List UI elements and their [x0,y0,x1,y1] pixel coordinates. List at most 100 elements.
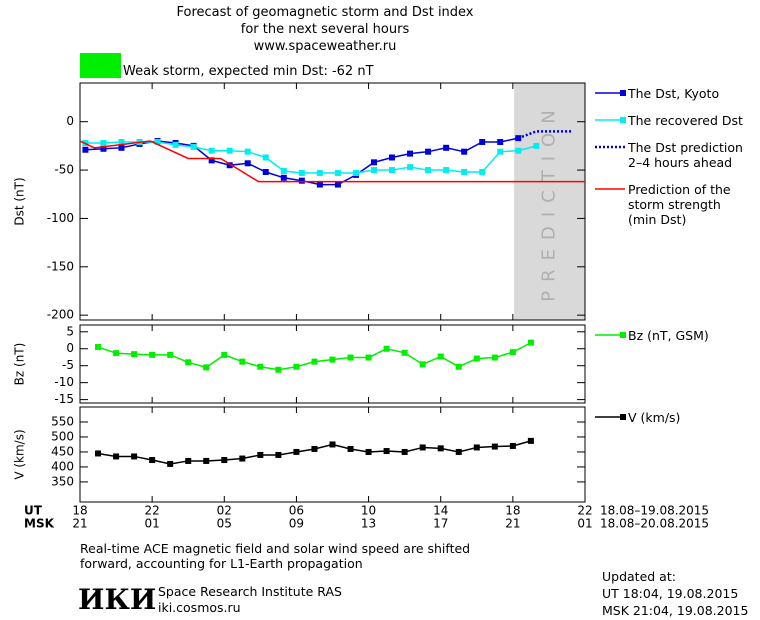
plot-frame [79,324,586,404]
data-point [262,154,269,161]
x-tick-label: 14 [433,504,448,518]
data-point [311,358,318,365]
y-tick-label: 400 [51,459,74,473]
x-tick-label: 02 [217,504,232,518]
y-tick-label: 350 [51,474,74,488]
data-point [527,437,534,444]
data-point [352,169,359,176]
data-point [443,144,450,151]
x-range: 18.08–19.08.2015 [600,504,709,518]
x-tick-label: 13 [361,517,376,531]
data-point [118,144,125,151]
y-tick-label: 0 [66,114,74,128]
data-point [113,453,120,460]
legend-marker [620,90,626,96]
data-point [497,139,504,146]
data-point [149,457,156,464]
logo: ИКИ [78,583,157,616]
data-point [425,167,432,174]
institute: Space Research Institute RAS [158,584,342,599]
data-point [509,442,516,449]
y-tick-label: -150 [47,259,74,273]
data-point [389,154,396,161]
data-point [82,146,89,153]
legend-marker [620,117,626,123]
x-tick-label: 22 [145,504,160,518]
y-tick-label: -200 [47,308,74,322]
x-tick-label: 01 [145,517,160,531]
data-point [473,444,480,451]
legend-label: The recovered Dst [628,113,743,128]
y-tick-label: 500 [51,429,74,443]
data-point [257,451,264,458]
data-point [311,445,318,452]
x-row-label: UT [24,504,43,518]
data-point [479,168,486,175]
site: iki.cosmos.ru [158,600,241,615]
data-point [533,142,540,149]
y-tick-label: 0 [66,341,74,355]
data-point [401,448,408,455]
data-point [221,351,228,358]
data-point [461,168,468,175]
x-tick-label: 17 [433,517,448,531]
data-point [365,448,372,455]
series-line [79,140,585,183]
y-tick-label: -100 [47,211,74,225]
y-tick-label: -5 [62,358,74,372]
plot-frame [79,82,586,321]
data-point [154,139,161,146]
plot-frame [79,406,586,503]
y-axis-label: Dst (nT) [13,177,27,225]
data-point [370,159,377,166]
data-point [208,157,215,164]
data-point [239,455,246,462]
data-point [190,143,197,150]
y-axis-label: Bz (nT) [13,343,27,386]
prediction-region [514,83,585,320]
data-point [221,457,228,464]
data-point [293,363,300,370]
data-point [203,457,210,464]
data-point [527,339,534,346]
legend-marker [620,332,626,338]
data-point [316,169,323,176]
y-tick-label: -15 [54,392,74,406]
data-point [479,139,486,146]
legend-label: V (km/s) [628,410,681,425]
footer-note: Real-time ACE magnetic field and solar w… [80,541,471,571]
data-point [461,148,468,155]
data-point [401,349,408,356]
data-point [365,354,372,361]
data-point [437,445,444,452]
data-point [280,174,287,181]
series-line [97,341,532,371]
data-point [100,145,107,152]
legend-label: Bz (nT, GSM) [628,328,709,343]
data-point [298,169,305,176]
data-point [167,351,174,358]
data-point [419,361,426,368]
x-tick-label: 09 [289,517,304,531]
x-tick-label: 05 [217,517,232,531]
x-tick-label: 21 [505,517,520,531]
x-tick-label: 21 [72,517,87,531]
data-point [383,345,390,352]
series-line [85,141,537,174]
storm-label: Weak storm, expected min Dst: -62 nT [123,64,374,79]
data-point [131,351,138,358]
y-tick-label: 450 [51,444,74,458]
data-point [491,354,498,361]
data-point [244,148,251,155]
updated: Updated at: UT 18:04, 19.08.2015 MSK 21:… [602,569,749,618]
y-tick-label: -50 [54,163,74,177]
data-point [226,162,233,169]
data-point [95,450,102,457]
data-point [316,181,323,188]
title: Forecast of geomagnetic storm and Dst in… [176,5,474,54]
data-point [280,168,287,175]
data-point [131,453,138,460]
y-tick-label: -10 [54,375,74,389]
data-point [491,443,498,450]
